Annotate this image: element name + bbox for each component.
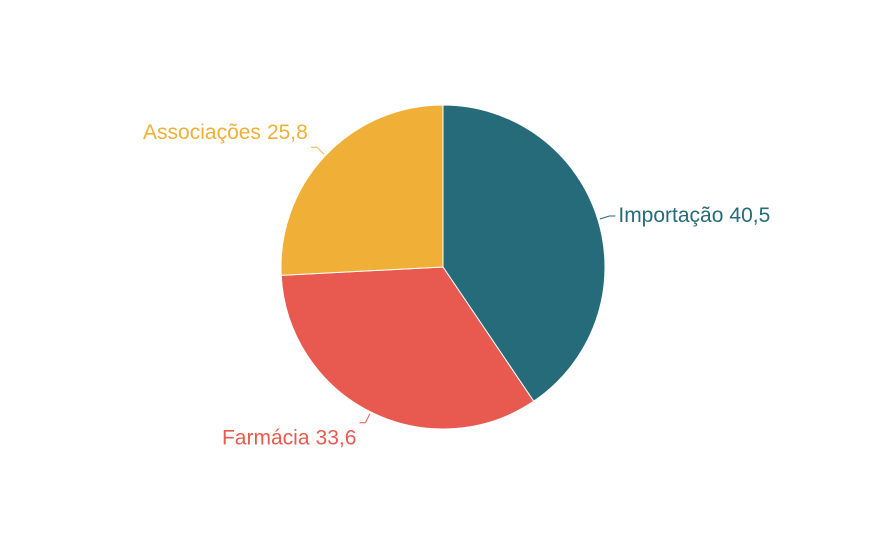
slice-label: Importação 40,5: [618, 204, 770, 227]
slice-value: 33,6: [316, 426, 357, 449]
slice-name: Associações: [143, 121, 261, 144]
slice-value: 25,8: [267, 121, 308, 144]
slice-label: Associações 25,8: [143, 121, 308, 144]
pie-slice: [442, 104, 606, 402]
slice-value: 40,5: [729, 204, 770, 227]
pie-slice: [280, 104, 444, 276]
leader-line: [359, 413, 371, 424]
slice-name: Farmácia: [222, 426, 310, 449]
slice-label: Farmácia 33,6: [222, 426, 356, 449]
slice-name: Importação: [618, 204, 723, 227]
leader-line: [599, 215, 616, 220]
leader-line: [310, 146, 325, 155]
pie-slice: [280, 266, 535, 430]
